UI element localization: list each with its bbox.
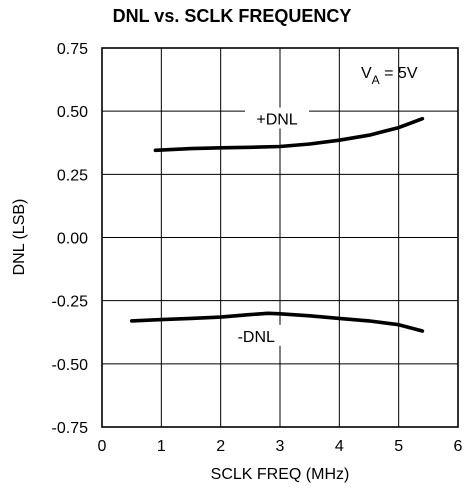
x-tick-label: 4 xyxy=(335,438,344,455)
series-label-background xyxy=(224,324,289,346)
series-label: -DNL xyxy=(238,329,275,346)
series-line-plus-dnl xyxy=(153,116,425,153)
y-tick-label: 0.75 xyxy=(57,41,88,58)
y-tick-label: -0.25 xyxy=(52,294,89,311)
y-tick-label: -0.75 xyxy=(52,420,89,437)
x-tick-label: 6 xyxy=(454,438,463,455)
x-tick-label: 3 xyxy=(276,438,285,455)
x-axis-label: SCLK FREQ (MHz) xyxy=(210,466,350,483)
x-tick-label: 0 xyxy=(98,438,107,455)
y-tick-label: 0.50 xyxy=(57,104,88,121)
supply-voltage-annotation: VA = 5V xyxy=(361,65,418,87)
y-tick-label: 0.25 xyxy=(57,167,88,184)
chart-title: DNL vs. SCLK FREQUENCY xyxy=(112,6,352,26)
series-line-minus-dnl xyxy=(129,311,425,333)
series-label: +DNL xyxy=(256,112,297,129)
x-tick-label: 1 xyxy=(157,438,166,455)
series-label-background xyxy=(245,107,310,129)
x-tick-label: 2 xyxy=(216,438,225,455)
x-tick-label: 5 xyxy=(394,438,403,455)
y-tick-label: 0.00 xyxy=(57,231,88,248)
y-tick-label: -0.50 xyxy=(52,357,89,374)
plot-frame xyxy=(101,47,459,428)
